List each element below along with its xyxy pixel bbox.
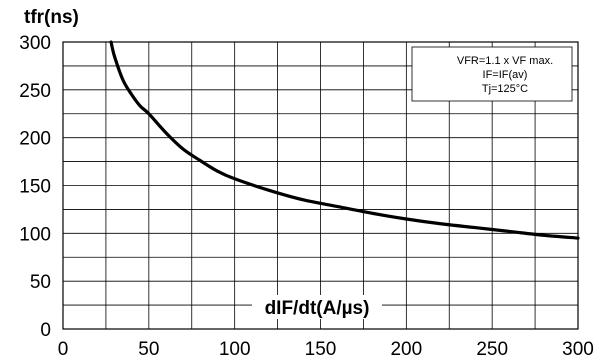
y-tick-labels: 0 50 100 150 200 250 300 [19,33,51,341]
y-tick-label: 200 [19,129,51,150]
x-tick-label: 100 [219,339,251,360]
x-axis-title-group: dIF/dt(A/µs) [252,295,382,319]
plot-frame [62,41,579,330]
x-tick-label: 300 [562,339,594,360]
annotation-line-3: Tj=125°C [482,83,528,95]
y-tick-label: 0 [40,320,51,341]
y-tick-label: 100 [19,224,51,245]
x-tick-label: 250 [476,339,508,360]
x-tick-label: 0 [58,339,69,360]
annotation-line-2: IF=IF(av) [483,69,528,81]
y-tick-label: 300 [19,33,51,54]
y-axis-title: tfr(ns) [24,7,79,28]
y-tick-label: 250 [19,81,51,102]
x-axis-title-background [252,295,382,319]
series-line [109,40,580,240]
y-tick-label: 50 [30,272,51,293]
x-tick-label: 50 [138,339,159,360]
x-tick-label: 150 [305,339,337,360]
x-axis-title: dIF/dt(A/µs) [265,298,370,319]
x-tick-label: 200 [390,339,422,360]
y-tick-label: 150 [19,177,51,198]
annotation-box-background [411,46,573,102]
annotation-box: VFR=1.1 x VF max. IF=IF(av) Tj=125°C [411,46,573,102]
x-tick-labels: 0 50 100 150 200 250 300 [58,339,594,360]
annotation-line-1: VFR=1.1 x VF max. [457,55,553,67]
